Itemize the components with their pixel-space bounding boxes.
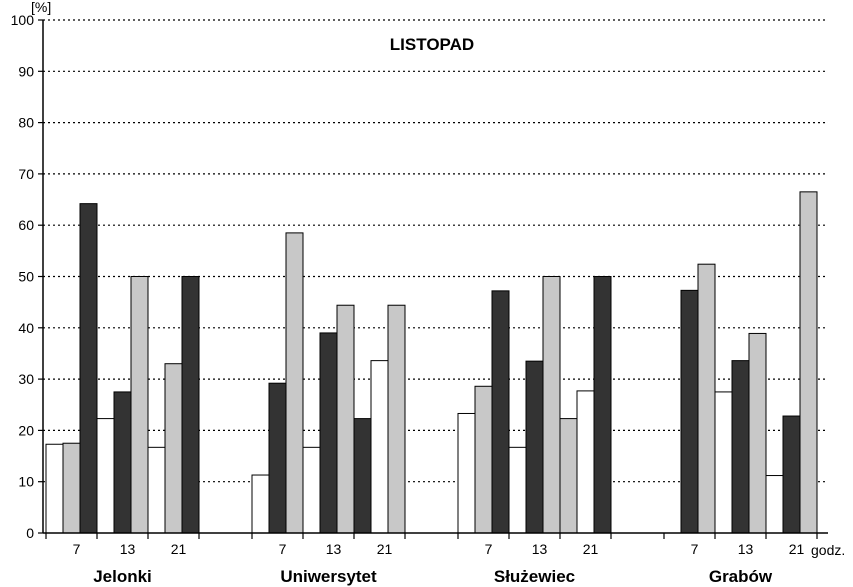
- y-tick-label: 40: [18, 320, 34, 336]
- bar: [457, 412, 476, 534]
- x-tick-label: 13: [738, 541, 754, 557]
- y-tick-label: 60: [18, 217, 34, 233]
- bar: [130, 276, 149, 534]
- chart-title: LISTOPAD: [390, 35, 474, 54]
- bar: [680, 289, 699, 534]
- x-tick-label: 7: [279, 541, 287, 557]
- x-tick-label: 21: [789, 541, 805, 557]
- bar: [353, 418, 372, 534]
- group-label: Grabów: [709, 567, 773, 586]
- y-ticks: 0 10 20 30 40 50 60 70 80 90 100: [11, 12, 43, 541]
- bar: [302, 446, 321, 534]
- bar: [714, 391, 733, 534]
- bar: [96, 418, 115, 534]
- group-label: Uniwersytet: [280, 567, 377, 586]
- bar: [748, 332, 767, 534]
- bar: [491, 290, 510, 534]
- bar: [542, 276, 561, 534]
- y-axis-label: [%]: [31, 0, 51, 15]
- bar: [285, 232, 304, 534]
- y-tick-label: 90: [18, 63, 34, 79]
- y-tick-label: 100: [11, 12, 35, 28]
- bar: [181, 276, 200, 534]
- bar: [113, 391, 132, 534]
- bar: [474, 385, 493, 534]
- bar: [147, 446, 166, 534]
- bar: [559, 418, 578, 534]
- bar: [45, 443, 64, 534]
- bar: [697, 263, 716, 534]
- bar: [799, 191, 818, 534]
- bar: [336, 304, 355, 534]
- x-tick-label: 13: [120, 541, 136, 557]
- bar: [525, 360, 544, 534]
- group-label: Jelonki: [93, 567, 152, 586]
- bar: [251, 474, 270, 534]
- bar: [765, 475, 784, 534]
- y-tick-label: 50: [18, 269, 34, 285]
- group-label: Służewiec: [494, 567, 575, 586]
- bar: [731, 360, 750, 534]
- x-tick-label: 13: [326, 541, 342, 557]
- x-tick-label: 7: [485, 541, 493, 557]
- bar: [62, 442, 81, 534]
- bar: [782, 415, 801, 534]
- bar: [370, 360, 389, 534]
- x-tick-label: 7: [73, 541, 81, 557]
- y-tick-label: 70: [18, 166, 34, 182]
- y-tick-label: 30: [18, 371, 34, 387]
- x-unit-label: godz.: [811, 542, 845, 558]
- x-tick-label: 21: [583, 541, 599, 557]
- y-tick-label: 20: [18, 422, 34, 438]
- bar: [319, 332, 338, 534]
- bar: [576, 390, 595, 534]
- x-tick-label: 21: [377, 541, 393, 557]
- bar: [79, 203, 98, 534]
- bar: [593, 276, 612, 534]
- bars: [45, 191, 818, 534]
- bar: [387, 304, 406, 534]
- x-tick-label: 13: [532, 541, 548, 557]
- x-tick-label: 7: [691, 541, 699, 557]
- bar: [508, 446, 527, 534]
- bar: [268, 382, 287, 534]
- y-tick-label: 0: [26, 525, 34, 541]
- x-tick-label: 21: [171, 541, 187, 557]
- y-tick-label: 10: [18, 474, 34, 490]
- y-tick-label: 80: [18, 115, 34, 131]
- bar: [164, 363, 183, 534]
